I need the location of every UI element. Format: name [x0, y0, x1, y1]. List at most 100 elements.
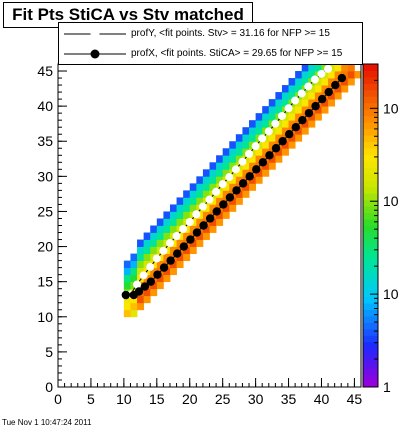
x-tick-label: 0 [54, 391, 62, 407]
profile-x-point [317, 94, 327, 104]
heat-cell [242, 155, 250, 163]
heat-cell [169, 211, 177, 219]
heat-cell [143, 260, 151, 269]
heat-cell [156, 239, 164, 247]
heat-cell [156, 232, 164, 240]
heat-cell [196, 232, 204, 240]
heat-cell [242, 141, 250, 149]
profile-x-point [337, 73, 347, 83]
heat-cell [281, 148, 289, 156]
profile-x-point [140, 282, 150, 291]
profile-x-point [304, 108, 314, 118]
heat-cell [229, 155, 237, 163]
heat-cell [222, 211, 230, 219]
heat-cell [347, 64, 355, 72]
profile-y-point [152, 254, 161, 263]
heat-cell [288, 141, 296, 149]
heat-cell [123, 274, 131, 283]
profile-y-point [179, 225, 188, 234]
heat-cell [137, 295, 145, 304]
heat-cell [268, 162, 276, 170]
profile-y-point [218, 180, 227, 189]
profile-y-point [133, 280, 142, 289]
profiles [121, 64, 347, 300]
profile-y-point [198, 202, 207, 211]
heat-cell [255, 127, 263, 135]
heat-cell [301, 106, 309, 114]
heat-cell [222, 148, 230, 156]
heat-cell [262, 120, 270, 128]
profile-y-point [231, 165, 240, 174]
heat-cell [308, 92, 316, 100]
y-tick-label: 25 [37, 203, 53, 219]
heat-cell [334, 92, 342, 100]
heat-cell [150, 260, 158, 269]
profile-x-point [225, 193, 235, 202]
heat-cell [143, 295, 151, 304]
heat-cell [137, 246, 145, 254]
heat-cell [196, 190, 204, 198]
x-tick-label: 45 [347, 391, 363, 407]
profile-x-point [179, 242, 189, 251]
heatmap-cells [123, 64, 362, 318]
heat-cell [169, 260, 177, 269]
profile-x-point [146, 277, 156, 286]
profile-y-point [277, 111, 286, 120]
heat-cell [255, 169, 263, 177]
y-tick-label: 10 [37, 309, 53, 325]
heat-cell [150, 225, 158, 233]
heat-cell [163, 225, 171, 233]
y-tick-label: 0 [45, 379, 53, 395]
heat-cell [308, 85, 316, 93]
heat-cell [163, 267, 171, 276]
heat-cell [308, 113, 316, 121]
heat-cell [242, 183, 250, 191]
heat-cell [301, 99, 309, 107]
x-tick-label: 40 [314, 391, 330, 407]
heat-cell [137, 267, 145, 276]
heat-cell [249, 162, 257, 170]
heat-cell [301, 127, 309, 135]
profile-y-point [291, 96, 300, 105]
heat-cell [196, 197, 204, 205]
heat-cell [268, 99, 276, 107]
heat-cell [189, 197, 197, 205]
x-tick-label: 10 [116, 391, 132, 407]
legend: profY, <fit points. Stv> = 31.16 for NFP… [58, 22, 363, 65]
profile-x-point [199, 221, 208, 230]
z-tick-label: 1 [383, 379, 391, 395]
heat-cell [288, 78, 296, 86]
heat-cell [288, 92, 296, 100]
legend-entry-profx: profX, <fit points. StiCA> = 29.65 for N… [59, 44, 362, 64]
heat-cell [262, 169, 270, 177]
z-tick-label: 10 [383, 100, 399, 116]
heat-cell [229, 204, 237, 212]
heat-cell [150, 239, 158, 247]
profile-x-point [311, 101, 320, 111]
heat-cell [216, 190, 224, 198]
legend-label-profy: profY, <fit points. Stv> = 31.16 for NFP… [131, 28, 330, 39]
heat-cell [196, 183, 204, 191]
heat-cell [229, 197, 237, 205]
heat-cell [202, 211, 210, 219]
profile-x-point [265, 151, 274, 160]
heat-cell [209, 176, 217, 184]
z-tick-label: 10 [383, 286, 399, 302]
profile-y-point [172, 232, 181, 241]
profile-x-point [232, 186, 241, 195]
profile-y-point [165, 239, 174, 248]
heat-cell [235, 148, 243, 156]
heat-cell [130, 267, 138, 276]
heat-cell [255, 155, 263, 163]
heat-cell [301, 64, 309, 72]
heat-cell [143, 253, 151, 262]
heat-cell [262, 113, 270, 121]
y-tick-label: 15 [37, 274, 53, 290]
heat-cell [235, 162, 243, 170]
heat-cell [123, 260, 131, 269]
z-tick-label: 10 [383, 193, 399, 209]
heat-cell [321, 85, 329, 93]
heat-cell [242, 134, 250, 142]
heat-cell [255, 113, 263, 121]
heat-cell [216, 176, 224, 184]
